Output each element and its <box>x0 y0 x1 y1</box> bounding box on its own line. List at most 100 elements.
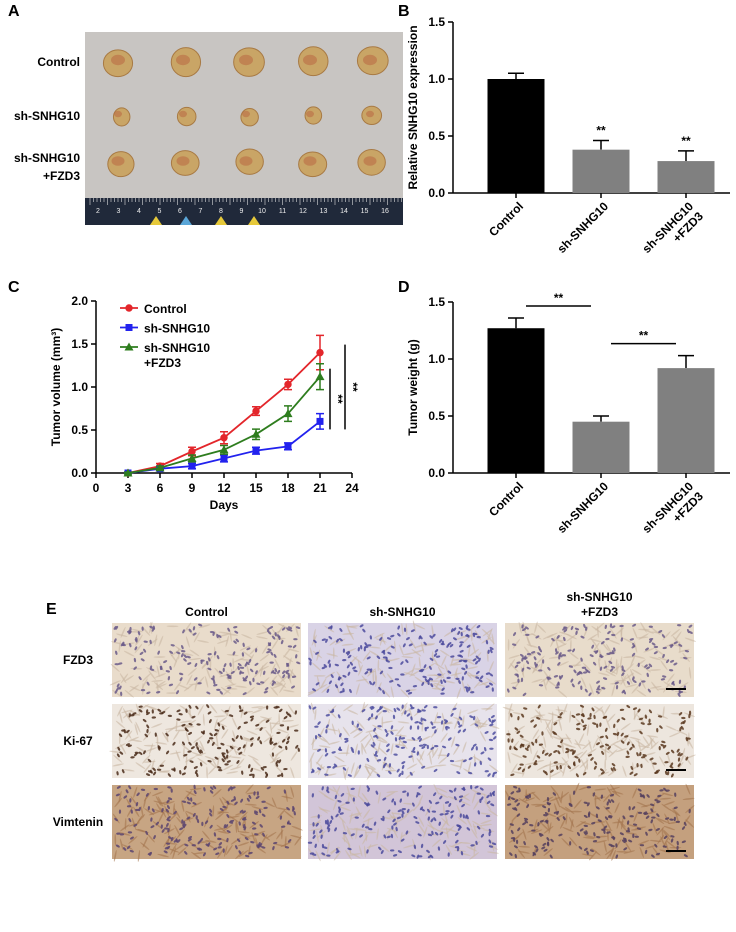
nucleus <box>523 841 526 846</box>
nucleus <box>644 664 648 668</box>
nucleus <box>581 666 587 669</box>
nucleus <box>369 635 372 640</box>
nucleus <box>314 843 317 848</box>
nucleus <box>240 798 244 803</box>
nucleus <box>405 830 409 835</box>
nucleus <box>513 746 517 751</box>
fiber <box>507 751 511 764</box>
fiber <box>560 818 566 829</box>
nucleus <box>165 808 170 813</box>
nucleus <box>186 816 191 820</box>
fiber <box>569 710 572 723</box>
nucleus <box>456 847 460 852</box>
nucleus <box>506 803 512 806</box>
fiber <box>629 736 641 741</box>
nucleus <box>462 814 465 819</box>
fiber <box>217 807 228 815</box>
fiber <box>487 851 499 854</box>
nucleus <box>218 842 223 846</box>
nucleus <box>512 686 517 690</box>
nucleus <box>558 652 562 657</box>
nucleus <box>420 843 424 849</box>
nucleus <box>596 723 599 728</box>
fiber <box>534 803 547 807</box>
nucleus <box>227 627 231 632</box>
fiber <box>231 716 237 728</box>
nucleus <box>668 669 674 672</box>
nucleus <box>586 786 592 789</box>
fiber <box>283 648 291 658</box>
nucleus <box>376 773 381 778</box>
fiber <box>518 621 522 634</box>
column-label: Control <box>185 605 228 619</box>
nucleus <box>270 670 275 674</box>
nucleus <box>254 810 259 814</box>
nucleus <box>239 666 245 669</box>
fiber <box>562 764 566 777</box>
nucleus <box>461 803 465 808</box>
nucleus <box>418 669 424 673</box>
fiber <box>323 795 335 801</box>
nucleus <box>143 648 147 653</box>
error-bar <box>678 150 694 162</box>
fiber <box>454 636 466 641</box>
fiber <box>366 844 379 848</box>
marker <box>219 445 229 454</box>
nucleus <box>226 674 231 677</box>
fiber <box>155 683 167 689</box>
nucleus <box>284 846 290 849</box>
nucleus <box>560 739 564 744</box>
fiber <box>440 732 448 743</box>
fiber <box>129 685 141 691</box>
nucleus <box>533 762 538 766</box>
panel-letter: B <box>398 3 410 20</box>
fiber <box>284 835 287 848</box>
nucleus <box>401 810 405 815</box>
fiber <box>570 810 583 813</box>
nucleus <box>207 657 211 662</box>
nucleus <box>412 746 416 752</box>
fiber <box>532 750 538 762</box>
fiber <box>221 709 231 718</box>
fiber <box>467 709 479 715</box>
nucleus <box>634 835 639 838</box>
fiber <box>246 664 250 676</box>
nucleus <box>624 735 629 738</box>
nucleus <box>688 808 691 814</box>
nucleus <box>443 840 447 844</box>
fiber <box>519 737 531 743</box>
fiber <box>445 825 455 835</box>
nucleus <box>609 668 614 672</box>
nucleus <box>345 801 350 804</box>
fiber <box>551 762 563 767</box>
ruler-label: 10 <box>258 208 266 215</box>
nucleus <box>201 821 204 827</box>
fiber <box>611 849 616 861</box>
fiber <box>122 769 135 772</box>
nucleus <box>683 821 687 826</box>
nucleus <box>207 653 212 656</box>
nucleus <box>480 796 484 801</box>
fiber <box>118 790 122 803</box>
nucleus <box>595 813 599 819</box>
nucleus <box>394 737 398 742</box>
fiber <box>657 656 670 662</box>
y-tick-label: 0.5 <box>71 423 88 437</box>
fiber <box>550 771 561 778</box>
fiber <box>557 661 569 667</box>
nucleus <box>475 660 479 665</box>
fiber <box>246 730 258 736</box>
nucleus <box>440 692 445 695</box>
fiber <box>153 656 166 658</box>
nucleus <box>361 708 366 713</box>
fiber <box>194 752 207 757</box>
nucleus <box>136 792 140 797</box>
fiber <box>202 830 210 840</box>
fiber <box>462 741 467 753</box>
fiber <box>185 719 197 727</box>
nucleus <box>256 791 259 796</box>
nucleus <box>574 627 580 631</box>
nucleus <box>347 847 352 851</box>
nucleus <box>123 795 128 799</box>
nucleus <box>362 628 366 633</box>
